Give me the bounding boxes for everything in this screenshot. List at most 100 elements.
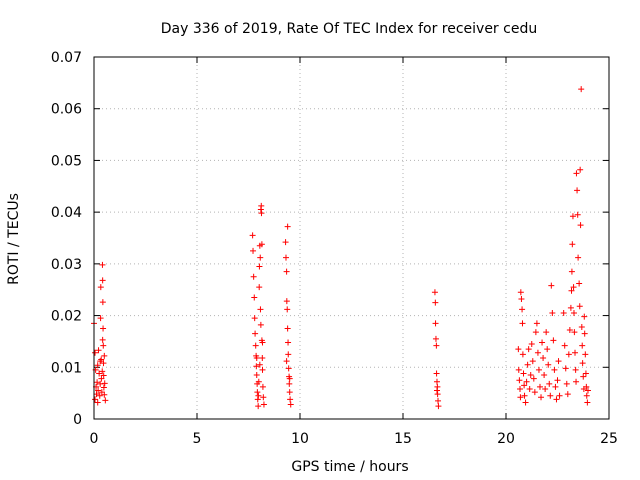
data-point xyxy=(574,211,581,218)
data-point xyxy=(580,373,587,380)
data-point xyxy=(582,370,589,377)
data-point xyxy=(552,383,559,390)
data-point xyxy=(581,330,588,337)
data-point xyxy=(102,397,109,404)
data-point xyxy=(527,372,534,379)
data-point xyxy=(521,382,528,389)
data-point xyxy=(249,232,256,239)
data-point xyxy=(259,383,266,390)
data-point xyxy=(92,396,99,403)
data-point xyxy=(524,361,531,368)
data-point xyxy=(256,284,263,291)
plot-frame xyxy=(93,56,610,420)
data-point xyxy=(253,354,260,361)
data-point xyxy=(287,401,294,408)
data-point xyxy=(100,360,107,367)
data-point xyxy=(571,329,578,336)
data-point xyxy=(255,378,262,385)
data-point xyxy=(551,366,558,373)
data-point xyxy=(532,329,539,336)
data-point xyxy=(432,299,439,306)
data-point xyxy=(554,377,561,384)
data-point xyxy=(563,380,570,387)
y-tick-label: 0.03 xyxy=(51,257,82,273)
y-tick-label: 0.07 xyxy=(51,50,82,66)
data-point xyxy=(581,313,588,320)
data-point xyxy=(98,375,105,382)
data-point xyxy=(530,375,537,382)
data-point xyxy=(517,386,524,393)
data-point xyxy=(550,337,557,344)
data-point xyxy=(286,389,293,396)
data-point xyxy=(254,396,261,403)
data-point xyxy=(285,339,292,346)
data-point xyxy=(560,309,567,316)
data-point xyxy=(547,392,554,399)
data-point xyxy=(101,391,108,398)
data-point xyxy=(433,378,440,385)
data-point xyxy=(542,386,549,393)
data-point xyxy=(564,391,571,398)
data-point xyxy=(255,403,262,410)
data-point xyxy=(578,323,585,330)
data-point xyxy=(572,349,579,356)
data-point xyxy=(573,378,580,385)
data-point xyxy=(251,315,258,322)
data-point xyxy=(544,346,551,353)
data-point xyxy=(99,336,106,343)
x-tick-label: 5 xyxy=(193,431,202,447)
data-point xyxy=(258,210,265,217)
data-point xyxy=(567,304,574,311)
data-point xyxy=(100,384,107,391)
data-point xyxy=(94,362,101,369)
data-point xyxy=(99,368,106,375)
data-point xyxy=(531,389,538,396)
data-point xyxy=(259,354,266,361)
grid-lines xyxy=(94,57,609,419)
data-point xyxy=(577,166,584,173)
data-point xyxy=(555,358,562,365)
data-point xyxy=(255,392,262,399)
data-point xyxy=(253,363,260,370)
data-point xyxy=(284,325,291,332)
data-point xyxy=(584,399,591,406)
data-point xyxy=(533,320,540,327)
data-point xyxy=(576,280,583,287)
data-point xyxy=(282,239,289,246)
data-point xyxy=(572,366,579,373)
data-point xyxy=(535,366,542,373)
data-point xyxy=(99,299,106,306)
data-point xyxy=(100,325,107,332)
data-point xyxy=(519,306,526,313)
data-point xyxy=(529,358,536,365)
data-point xyxy=(574,187,581,194)
x-tick-label: 20 xyxy=(497,431,515,447)
data-point xyxy=(575,254,582,261)
data-point xyxy=(568,268,575,275)
data-point xyxy=(432,335,439,342)
data-point xyxy=(541,372,548,379)
data-point xyxy=(252,330,259,337)
y-tick-label: 0.01 xyxy=(51,360,82,376)
data-point xyxy=(582,351,589,358)
data-point xyxy=(260,401,267,408)
data-point xyxy=(259,339,266,346)
data-point xyxy=(521,392,528,399)
data-point xyxy=(517,289,524,296)
data-point xyxy=(566,327,573,334)
data-point xyxy=(546,380,553,387)
data-point xyxy=(519,351,526,358)
data-point xyxy=(96,370,103,377)
data-point xyxy=(282,254,289,261)
data-point xyxy=(545,361,552,368)
data-point xyxy=(283,298,290,305)
data-point xyxy=(570,284,577,291)
data-point xyxy=(518,296,525,303)
data-point xyxy=(433,342,440,349)
data-point xyxy=(579,360,586,367)
data-point xyxy=(543,329,550,336)
data-point xyxy=(285,351,292,358)
data-point xyxy=(584,387,591,394)
